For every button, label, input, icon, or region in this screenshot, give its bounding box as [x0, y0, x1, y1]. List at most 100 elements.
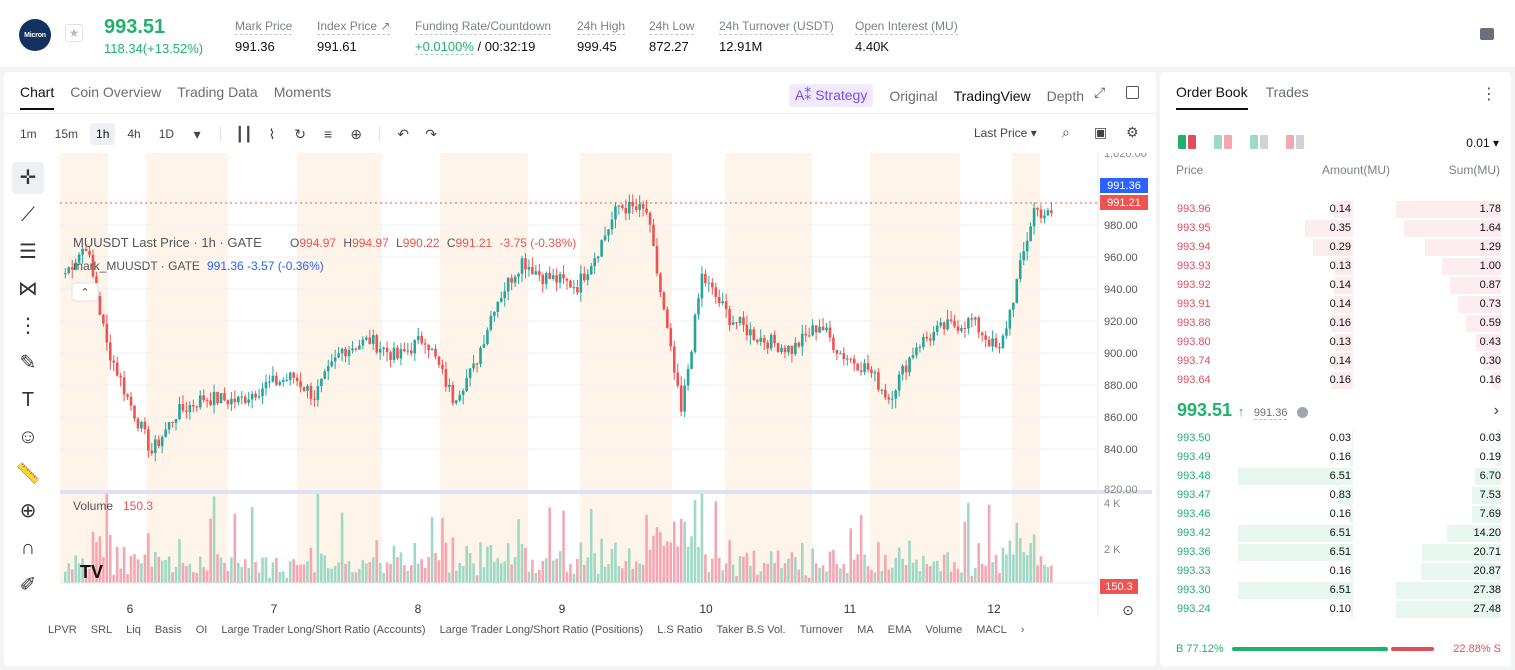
view-original[interactable]: Original [889, 87, 938, 104]
expand-icon[interactable]: ⤢ [1094, 84, 1106, 100]
trendline-icon[interactable]: ⟋ [21, 204, 35, 226]
chevron-right-icon[interactable]: › [1020, 624, 1025, 636]
template-icon[interactable]: ≡ [323, 126, 333, 142]
ask-row[interactable]: 993.95 0.35 1.64 [1160, 219, 1511, 238]
redo-icon[interactable]: ↷ [425, 125, 437, 142]
pencil-lock-icon[interactable]: ✐ [19, 574, 37, 596]
tag-ema[interactable]: EMA [887, 624, 912, 636]
candle-body [659, 273, 662, 293]
volume-bar [129, 555, 133, 583]
crosshair-icon[interactable]: ✛ [12, 162, 44, 194]
tag-taker-bs-vol[interactable]: Taker B.S Vol. [716, 624, 786, 636]
ask-row[interactable]: 993.96 0.14 1.78 [1160, 200, 1511, 219]
bid-row[interactable]: 993.47 0.83 7.53 [1160, 486, 1511, 505]
guide-book-icon[interactable] [1480, 28, 1494, 40]
bid-row[interactable]: 993.50 0.03 0.03 [1160, 429, 1511, 448]
text-icon[interactable]: T [21, 389, 35, 411]
tab-order-book[interactable]: Order Book [1176, 84, 1248, 110]
volume-bar [963, 521, 967, 583]
bid-row[interactable]: 993.49 0.16 0.19 [1160, 448, 1511, 467]
undo-icon[interactable]: ↶ [397, 125, 409, 142]
tab-chart[interactable]: Chart [20, 84, 55, 110]
search-icon[interactable]: ⌕ [1062, 124, 1070, 140]
tab-moments[interactable]: Moments [273, 84, 332, 100]
settings-gear-icon[interactable]: ⚙ [1126, 124, 1139, 140]
volume-bar [766, 563, 769, 583]
tab-coin-overview[interactable]: Coin Overview [70, 84, 162, 100]
zoom-in-icon[interactable]: ⊕ [19, 500, 37, 522]
popout-icon[interactable] [1126, 86, 1139, 99]
ruler-icon[interactable]: 📏 [15, 463, 41, 485]
chevron-right-icon[interactable]: › [1493, 402, 1499, 419]
tag-volume[interactable]: Volume [925, 624, 963, 636]
replay-icon[interactable]: ↻ [294, 125, 306, 142]
layout-asks-bids-icon[interactable] [1214, 135, 1232, 149]
horizontal-lines-icon[interactable]: ☰ [19, 241, 37, 263]
time-tick-label: 12 [987, 602, 1001, 616]
candle-body [237, 396, 240, 403]
bid-row[interactable]: 993.42 6.51 14.20 [1160, 524, 1511, 543]
tag-oi[interactable]: OI [195, 624, 208, 636]
tab-trading-data[interactable]: Trading Data [177, 84, 258, 100]
bid-row[interactable]: 993.30 6.51 27.38 [1160, 581, 1511, 600]
mid-price-row[interactable]: 993.51 ↑ 991.36 › [1177, 400, 1507, 421]
price-type-dropdown[interactable]: Last Price ▾ [974, 126, 1037, 140]
depth-bar [1449, 277, 1501, 294]
bid-row[interactable]: 993.46 0.16 7.69 [1160, 505, 1511, 524]
volume-bar [676, 546, 680, 583]
emoji-icon[interactable]: ☺ [17, 426, 39, 448]
ask-row[interactable]: 993.74 0.14 0.30 [1160, 352, 1511, 371]
timeframe-1d[interactable]: 1D [158, 127, 175, 141]
tag-srl[interactable]: SRL [90, 624, 113, 636]
pattern-icon[interactable]: ⋈ [18, 278, 38, 300]
price-chart[interactable]: 840.00 860.00 880.00 900.00 920.00 940.00 960.… [60, 153, 1152, 617]
ask-row[interactable]: 993.91 0.14 0.73 [1160, 295, 1511, 314]
ask-row[interactable]: 993.94 0.29 1.29 [1160, 238, 1511, 257]
camera-icon[interactable]: ▣ [1094, 124, 1108, 140]
layout-bids-icon[interactable] [1250, 135, 1268, 149]
tag-large-trader-positions[interactable]: Large Trader Long/Short Ratio (Positions… [439, 624, 644, 636]
timeframe-1m[interactable]: 1m [20, 127, 37, 141]
tag-liq[interactable]: Liq [126, 624, 141, 636]
view-depth[interactable]: Depth [1046, 87, 1084, 104]
tag-macd[interactable]: MACL [976, 624, 1007, 636]
ask-row[interactable]: 993.88 0.16 0.59 [1160, 314, 1511, 333]
tag-turnover[interactable]: Turnover [799, 624, 844, 636]
tab-trades[interactable]: Trades [1265, 84, 1309, 100]
stat-index-price[interactable]: Index Price ↗ 991.61 [317, 19, 391, 54]
layout-asks-icon[interactable] [1286, 135, 1304, 149]
tag-basis[interactable]: Basis [154, 624, 182, 636]
timeframe-1h[interactable]: 1h [90, 123, 116, 145]
fib-icon[interactable]: ⋮ [18, 315, 38, 337]
more-options-icon[interactable]: ⋮ [1481, 86, 1497, 103]
strategy-button[interactable]: A⁑ Strategy [788, 84, 874, 107]
timeframe-dropdown-icon[interactable]: ▾ [193, 125, 201, 142]
precision-dropdown[interactable]: 0.01 ▾ [1466, 136, 1499, 150]
ask-row[interactable]: 993.80 0.13 0.43 [1160, 333, 1511, 352]
tag-ls-ratio[interactable]: L.S Ratio [657, 624, 703, 636]
magnet-icon[interactable]: ∩ [20, 537, 36, 559]
ask-row[interactable]: 993.64 0.16 0.16 [1160, 371, 1511, 390]
layout-both-icon[interactable] [1178, 135, 1196, 149]
bid-row[interactable]: 993.48 6.51 6.70 [1160, 467, 1511, 486]
view-tradingview[interactable]: TradingView [953, 87, 1031, 104]
ask-row[interactable]: 993.92 0.14 0.87 [1160, 276, 1511, 295]
indicators-icon[interactable]: ⌇ [268, 125, 276, 142]
brush-icon[interactable]: ✎ [19, 352, 37, 374]
bid-row[interactable]: 993.33 0.16 20.87 [1160, 562, 1511, 581]
favorite-star-icon[interactable]: ★ [65, 24, 83, 42]
ask-row[interactable]: 993.93 0.13 1.00 [1160, 257, 1511, 276]
tag-lpvr[interactable]: LPVR [48, 624, 77, 636]
tag-large-trader-accounts[interactable]: Large Trader Long/Short Ratio (Accounts) [221, 624, 426, 636]
bid-row[interactable]: 993.36 6.51 20.71 [1160, 543, 1511, 562]
bid-row[interactable]: 993.24 0.10 27.48 [1160, 600, 1511, 619]
time-tick-label: 6 [127, 602, 134, 616]
ob-sum: 7.69 [1479, 508, 1501, 520]
timeframe-4h[interactable]: 4h [127, 127, 141, 141]
add-indicator-icon[interactable]: ⊕ [350, 125, 362, 142]
candle-type-icon[interactable]: ┃┃ [235, 125, 253, 142]
volume-bar [911, 562, 915, 583]
tag-ma[interactable]: MA [857, 624, 874, 636]
candle-body [551, 275, 555, 279]
timeframe-15m[interactable]: 15m [54, 127, 79, 141]
